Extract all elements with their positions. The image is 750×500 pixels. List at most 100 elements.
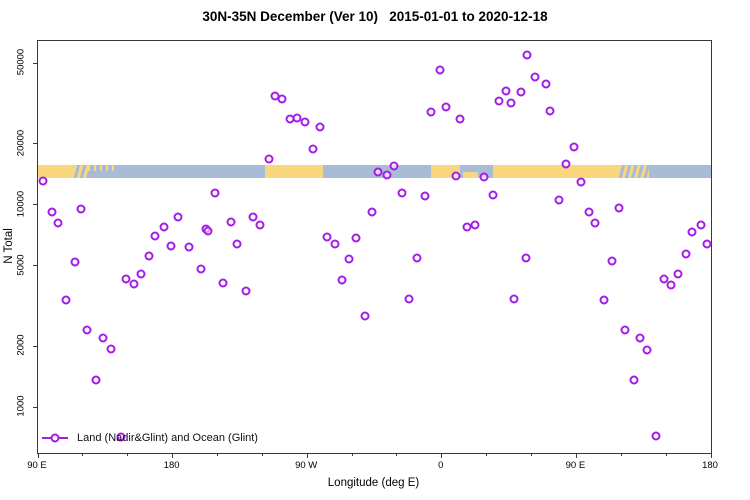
x-tick-label: 180	[702, 460, 718, 471]
data-point	[226, 217, 236, 227]
data-point	[397, 188, 407, 198]
data-point	[494, 96, 504, 106]
data-point	[545, 106, 555, 116]
data-point	[196, 264, 206, 274]
data-point	[673, 269, 683, 279]
data-point	[576, 177, 586, 187]
x-major-tick	[172, 453, 174, 458]
data-point	[330, 239, 340, 249]
x-major-tick	[37, 453, 39, 458]
y-tick-label: 20000	[15, 129, 27, 156]
data-point	[277, 94, 287, 104]
data-point	[129, 279, 139, 289]
data-point	[420, 191, 430, 201]
data-point	[322, 232, 332, 242]
data-point	[522, 50, 532, 60]
map-strip-segment-land	[265, 165, 324, 178]
x-tick-label: 180	[163, 460, 180, 471]
data-point	[635, 333, 645, 343]
legend: Land (Nadir&Glint) and Ocean (Glint)	[42, 431, 258, 445]
data-point	[470, 220, 480, 230]
y-tick	[33, 265, 38, 267]
data-point	[455, 114, 465, 124]
data-point	[607, 256, 617, 266]
x-minor-tick	[665, 453, 667, 456]
data-point	[61, 295, 71, 305]
x-major-tick	[306, 453, 308, 458]
y-tick-label: 1000	[15, 395, 27, 417]
y-tick-label: 50000	[15, 48, 27, 76]
x-major-tick	[575, 453, 577, 458]
x-minor-tick	[531, 453, 533, 456]
y-axis-label: N Total	[3, 228, 15, 264]
data-point	[488, 190, 498, 200]
x-tick-label: 90 E	[27, 460, 47, 471]
data-point	[360, 311, 370, 321]
data-point	[106, 344, 116, 354]
data-point	[569, 142, 579, 152]
data-point	[651, 431, 661, 441]
data-point	[642, 345, 652, 355]
data-point	[315, 122, 325, 132]
data-point	[308, 144, 318, 154]
x-minor-tick	[486, 453, 488, 456]
data-point	[426, 107, 436, 117]
data-point	[696, 220, 706, 230]
data-point	[150, 231, 160, 241]
data-point	[521, 253, 531, 263]
data-point	[300, 117, 310, 127]
data-point	[241, 286, 251, 296]
data-point	[554, 195, 564, 205]
data-point	[620, 325, 630, 335]
x-minor-tick	[82, 453, 84, 456]
data-point	[435, 65, 445, 75]
y-tick	[33, 204, 38, 206]
data-point	[516, 87, 526, 97]
data-point	[373, 167, 383, 177]
data-point	[210, 188, 220, 198]
data-point	[337, 275, 347, 285]
data-point	[441, 102, 451, 112]
data-point	[501, 86, 511, 96]
x-major-tick	[441, 453, 443, 458]
data-point	[173, 212, 183, 222]
map-strip-segment-mixed	[619, 165, 649, 178]
x-minor-tick	[396, 453, 398, 456]
data-point	[53, 218, 63, 228]
data-point	[116, 432, 126, 442]
x-minor-tick	[620, 453, 622, 456]
data-point	[232, 239, 242, 249]
x-minor-tick	[261, 453, 263, 456]
data-point	[248, 212, 258, 222]
legend-line	[42, 433, 68, 443]
data-point	[666, 280, 676, 290]
data-point	[599, 295, 609, 305]
data-point	[166, 241, 176, 251]
data-point	[292, 113, 302, 123]
data-point	[344, 254, 354, 264]
legend-open-circle-icon	[50, 433, 60, 443]
data-point	[351, 233, 361, 243]
data-point	[203, 226, 213, 236]
data-point	[184, 242, 194, 252]
x-major-tick	[710, 453, 712, 458]
map-strip-segment-islands-top	[88, 165, 118, 171]
data-point	[530, 72, 540, 82]
map-strip-segment-land	[38, 165, 74, 178]
data-point	[404, 294, 414, 304]
data-point	[541, 79, 551, 89]
data-point	[451, 171, 461, 181]
legend-label: Land (Nadir&Glint) and Ocean (Glint)	[77, 432, 258, 444]
data-point	[159, 222, 169, 232]
map-strip-segment-land-bottom	[463, 171, 479, 178]
y-tick	[33, 406, 38, 408]
map-strip-segment-land	[492, 165, 619, 178]
chart-title: 30N-35N December (Ver 10) 2015-01-01 to …	[202, 9, 548, 24]
data-point	[121, 274, 131, 284]
data-point	[264, 154, 274, 164]
data-point	[136, 269, 146, 279]
x-tick-label: 0	[438, 460, 444, 471]
data-point	[561, 159, 571, 169]
data-point	[91, 375, 101, 385]
